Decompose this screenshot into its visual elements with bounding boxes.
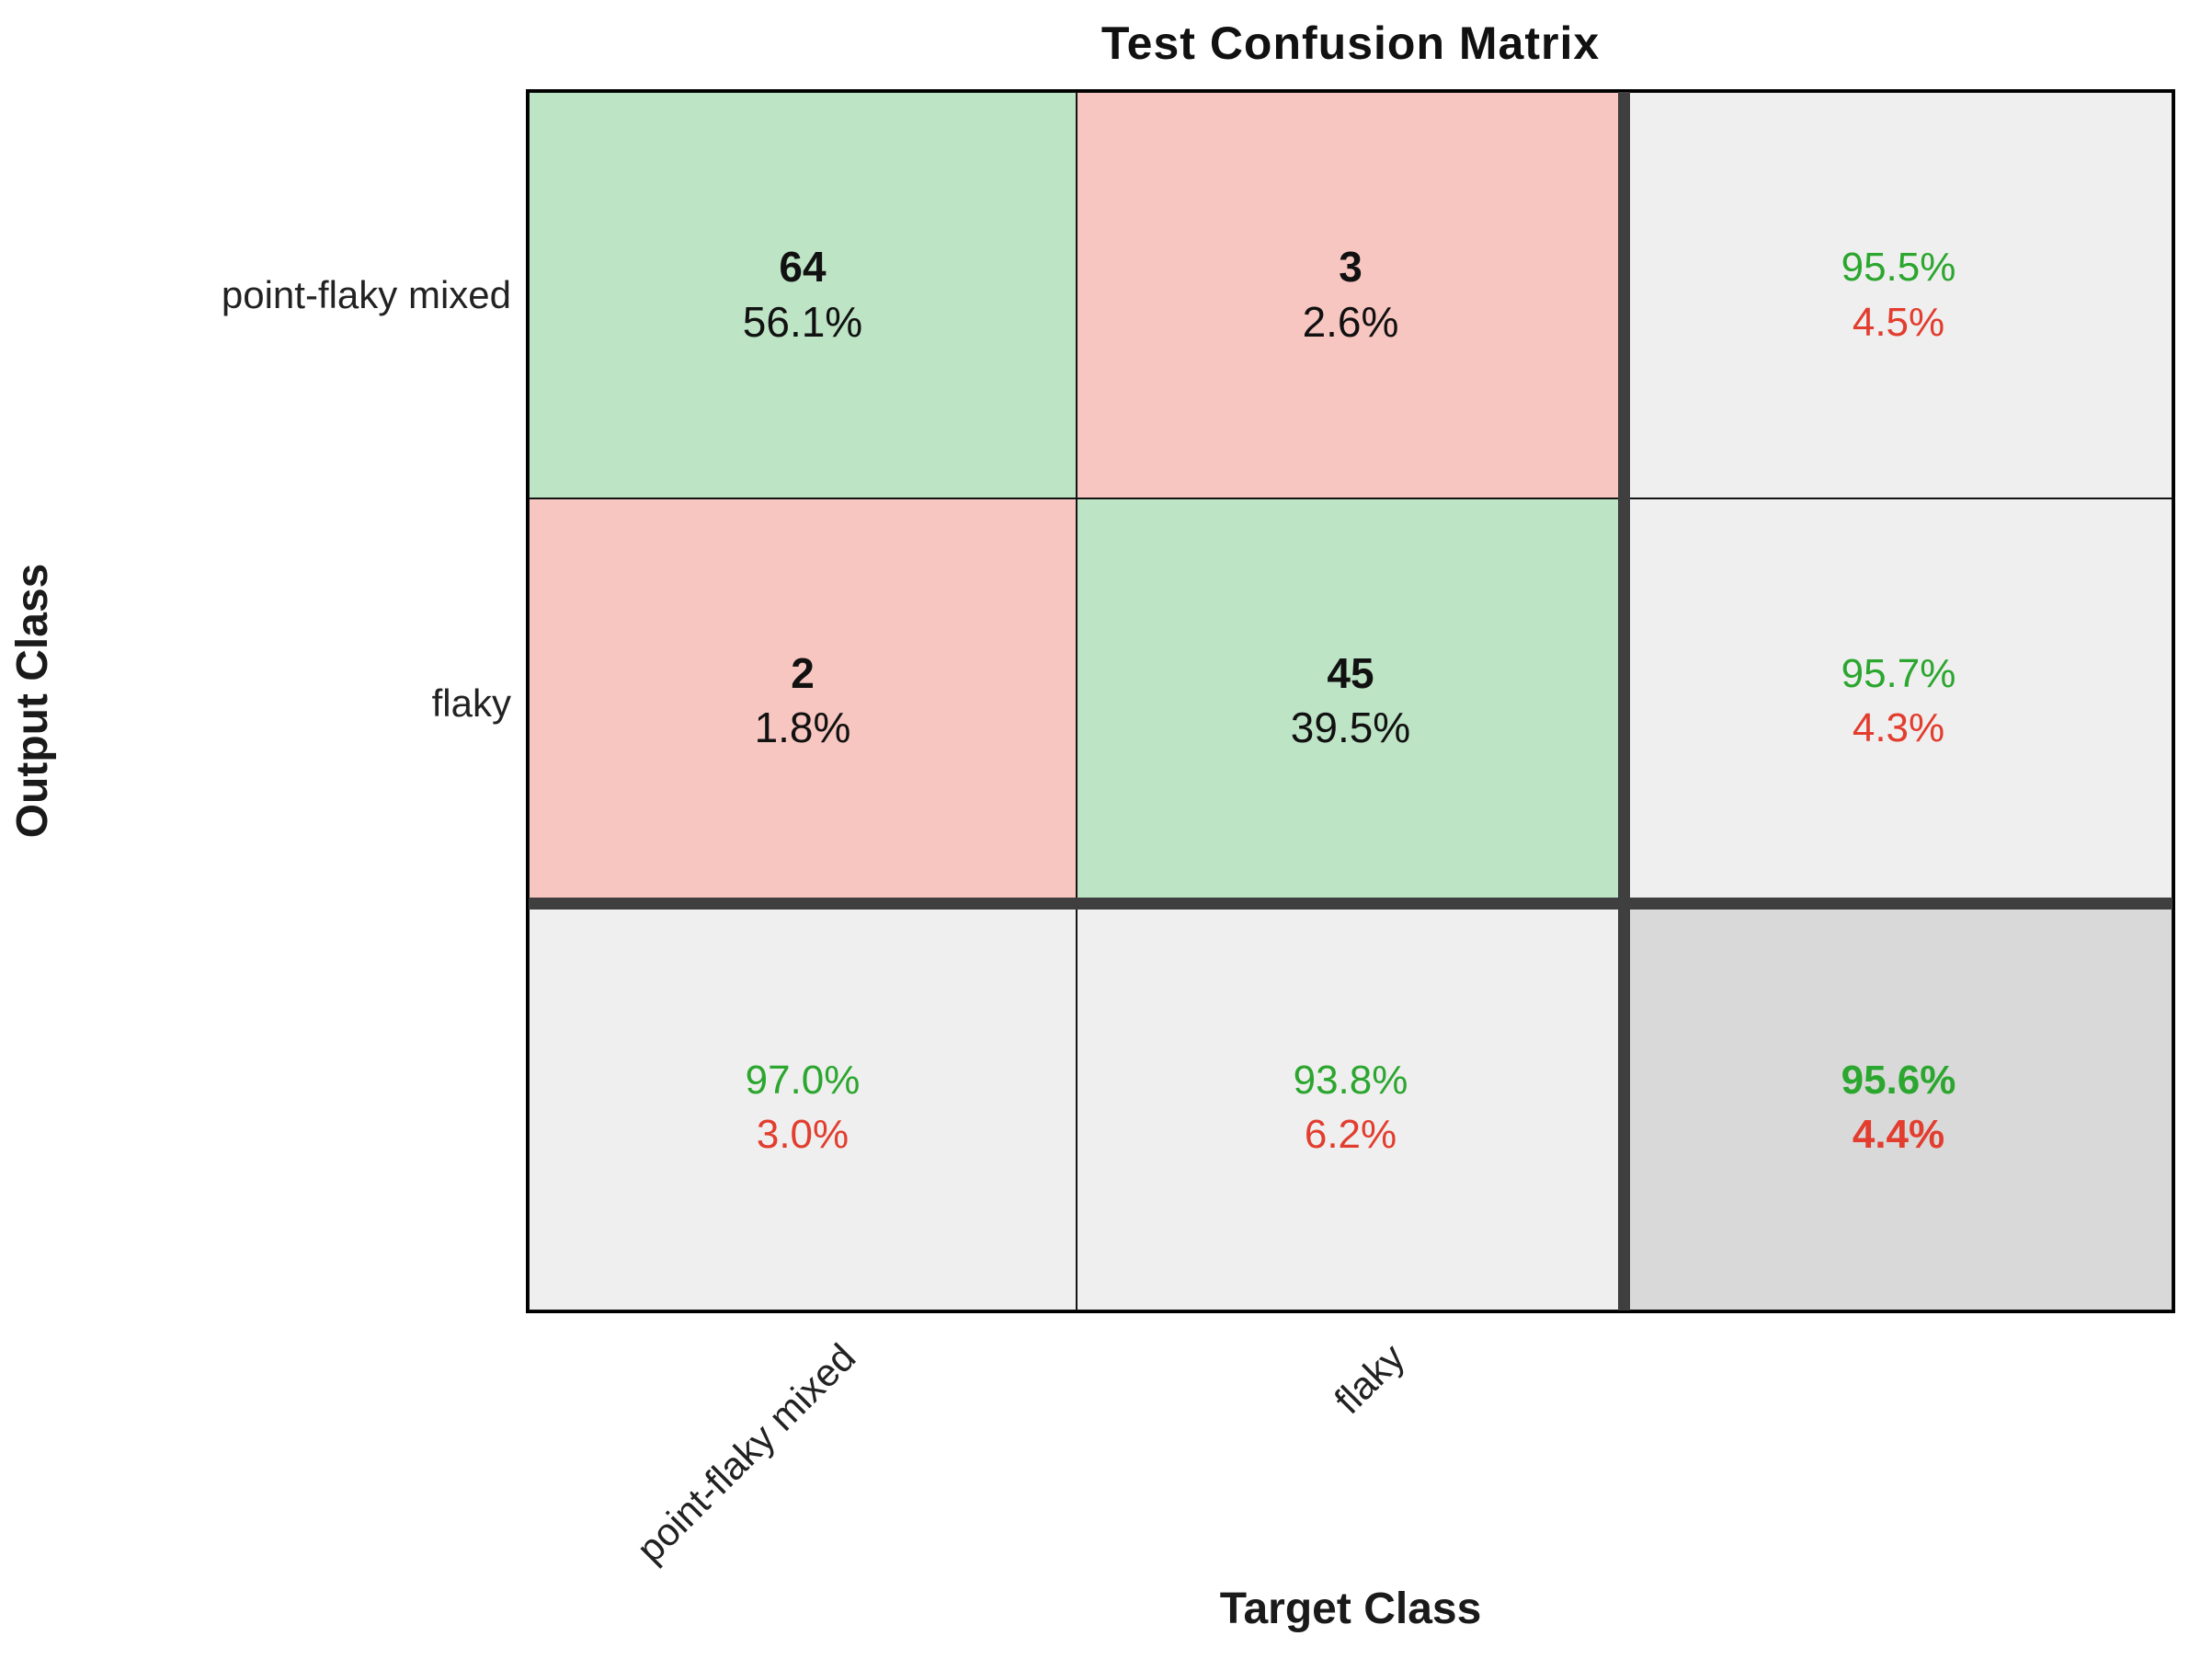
summary-percent-good: 95.7%: [1841, 651, 1956, 697]
x-tick-label-point-flaky-mixed: point-flaky mixed: [628, 1335, 864, 1572]
overall-percent-good: 95.6%: [1841, 1057, 1956, 1103]
cell-count: 3: [1339, 243, 1363, 292]
cell-count: 64: [779, 243, 827, 292]
col-summary-c1: 93.8% 6.2%: [1077, 904, 1625, 1310]
confusion-matrix-grid: 64 56.1% 3 2.6% 95.5% 4.5% 2 1.8% 45 39.…: [526, 89, 2175, 1313]
chart-title: Test Confusion Matrix: [1100, 17, 1601, 69]
summary-percent-bad: 3.0%: [756, 1112, 849, 1158]
x-axis-label: Target Class: [1219, 1585, 1482, 1633]
summary-percent-good: 95.5%: [1841, 245, 1956, 291]
matrix-cell-r1c0: 2 1.8%: [529, 498, 1077, 905]
summary-percent-good: 97.0%: [745, 1057, 861, 1103]
col-summary-c0: 97.0% 3.0%: [529, 904, 1077, 1310]
cell-count: 45: [1327, 648, 1374, 697]
overall-percent-bad: 4.4%: [1852, 1112, 1945, 1158]
summary-percent-bad: 4.3%: [1852, 705, 1945, 751]
cell-percent: 56.1%: [742, 297, 863, 346]
matrix-cell-r0c1: 3 2.6%: [1077, 92, 1625, 498]
y-tick-label-flaky: flaky: [431, 681, 511, 725]
row-summary-r1: 95.7% 4.3%: [1625, 498, 2172, 905]
y-tick-label-point-flaky-mixed: point-flaky mixed: [221, 273, 511, 316]
cell-percent: 2.6%: [1302, 297, 1399, 346]
cell-percent: 39.5%: [1290, 704, 1411, 752]
row-summary-r0: 95.5% 4.5%: [1625, 92, 2172, 498]
matrix-cell-r1c1: 45 39.5%: [1077, 498, 1625, 905]
summary-percent-bad: 6.2%: [1304, 1112, 1397, 1158]
overall-accuracy-cell: 95.6% 4.4%: [1625, 904, 2172, 1310]
x-tick-label-flaky: flaky: [1325, 1335, 1413, 1423]
summary-percent-good: 93.8%: [1293, 1057, 1408, 1103]
cell-percent: 1.8%: [754, 704, 851, 752]
y-axis-label: Output Class: [8, 563, 57, 839]
matrix-cell-r0c0: 64 56.1%: [529, 92, 1077, 498]
summary-percent-bad: 4.5%: [1852, 299, 1945, 345]
cell-count: 2: [791, 648, 815, 697]
summary-column-separator: [1618, 92, 1630, 1310]
summary-row-separator: [529, 898, 2172, 910]
